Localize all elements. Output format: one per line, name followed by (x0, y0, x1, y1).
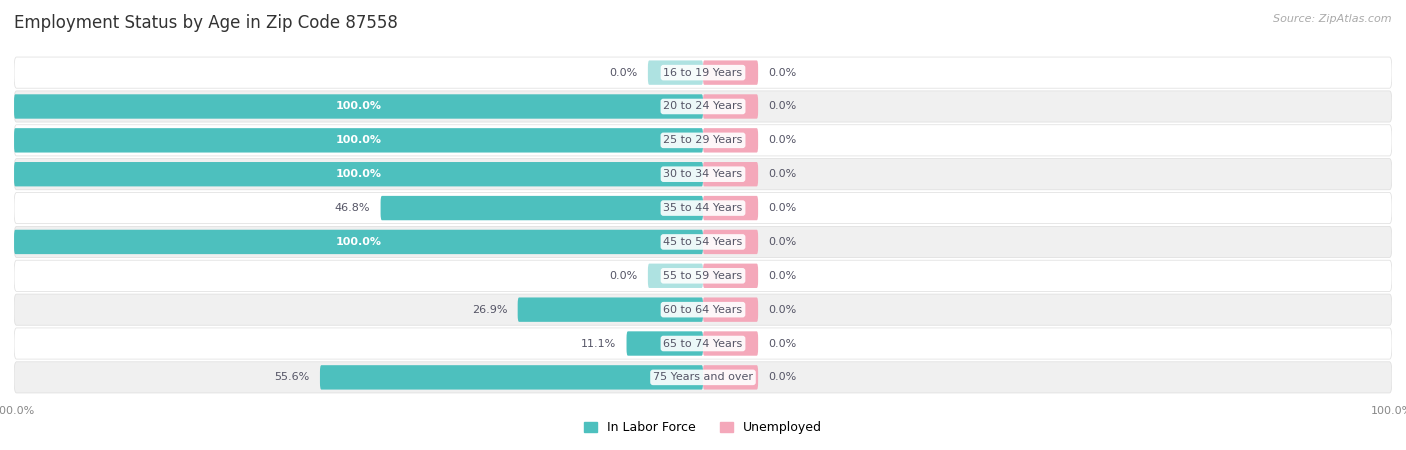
Text: 0.0%: 0.0% (609, 271, 637, 281)
Text: 65 to 74 Years: 65 to 74 Years (664, 338, 742, 348)
Legend: In Labor Force, Unemployed: In Labor Force, Unemployed (583, 421, 823, 434)
Text: 0.0%: 0.0% (769, 169, 797, 179)
Text: 11.1%: 11.1% (581, 338, 616, 348)
FancyBboxPatch shape (703, 331, 758, 356)
FancyBboxPatch shape (703, 94, 758, 119)
Text: Source: ZipAtlas.com: Source: ZipAtlas.com (1274, 14, 1392, 23)
Text: 45 to 54 Years: 45 to 54 Years (664, 237, 742, 247)
Text: 0.0%: 0.0% (609, 68, 637, 77)
Text: 100.0%: 100.0% (336, 135, 381, 145)
FancyBboxPatch shape (14, 226, 1392, 257)
FancyBboxPatch shape (14, 294, 1392, 325)
Text: 0.0%: 0.0% (769, 135, 797, 145)
Text: 30 to 34 Years: 30 to 34 Years (664, 169, 742, 179)
FancyBboxPatch shape (648, 60, 703, 85)
Text: 100.0%: 100.0% (336, 237, 381, 247)
FancyBboxPatch shape (14, 362, 1392, 393)
FancyBboxPatch shape (14, 159, 1392, 190)
FancyBboxPatch shape (703, 162, 758, 186)
Text: 0.0%: 0.0% (769, 102, 797, 112)
Text: 0.0%: 0.0% (769, 305, 797, 315)
Text: 0.0%: 0.0% (769, 373, 797, 382)
FancyBboxPatch shape (703, 297, 758, 322)
FancyBboxPatch shape (703, 230, 758, 254)
FancyBboxPatch shape (648, 264, 703, 288)
FancyBboxPatch shape (14, 230, 703, 254)
Text: 0.0%: 0.0% (769, 68, 797, 77)
Text: 60 to 64 Years: 60 to 64 Years (664, 305, 742, 315)
FancyBboxPatch shape (703, 365, 758, 390)
Text: 25 to 29 Years: 25 to 29 Years (664, 135, 742, 145)
Text: 35 to 44 Years: 35 to 44 Years (664, 203, 742, 213)
FancyBboxPatch shape (14, 57, 1392, 88)
Text: 0.0%: 0.0% (769, 203, 797, 213)
Text: 46.8%: 46.8% (335, 203, 370, 213)
FancyBboxPatch shape (14, 328, 1392, 359)
Text: 0.0%: 0.0% (769, 237, 797, 247)
FancyBboxPatch shape (14, 162, 703, 186)
Text: 16 to 19 Years: 16 to 19 Years (664, 68, 742, 77)
FancyBboxPatch shape (321, 365, 703, 390)
Text: 55.6%: 55.6% (274, 373, 309, 382)
Text: 100.0%: 100.0% (336, 169, 381, 179)
Text: 0.0%: 0.0% (769, 271, 797, 281)
FancyBboxPatch shape (14, 260, 1392, 291)
Text: 20 to 24 Years: 20 to 24 Years (664, 102, 742, 112)
FancyBboxPatch shape (627, 331, 703, 356)
FancyBboxPatch shape (14, 91, 1392, 122)
Text: 0.0%: 0.0% (769, 338, 797, 348)
FancyBboxPatch shape (703, 60, 758, 85)
FancyBboxPatch shape (703, 128, 758, 153)
Text: 55 to 59 Years: 55 to 59 Years (664, 271, 742, 281)
FancyBboxPatch shape (381, 196, 703, 220)
Text: Employment Status by Age in Zip Code 87558: Employment Status by Age in Zip Code 875… (14, 14, 398, 32)
FancyBboxPatch shape (703, 264, 758, 288)
FancyBboxPatch shape (14, 193, 1392, 224)
FancyBboxPatch shape (14, 94, 703, 119)
Text: 75 Years and over: 75 Years and over (652, 373, 754, 382)
FancyBboxPatch shape (14, 125, 1392, 156)
Text: 26.9%: 26.9% (472, 305, 508, 315)
FancyBboxPatch shape (14, 128, 703, 153)
Text: 100.0%: 100.0% (336, 102, 381, 112)
FancyBboxPatch shape (703, 196, 758, 220)
FancyBboxPatch shape (517, 297, 703, 322)
